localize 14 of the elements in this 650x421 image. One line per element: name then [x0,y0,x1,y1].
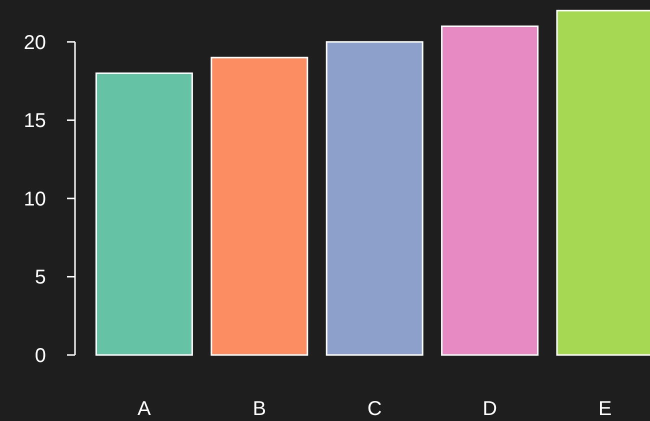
y-tick-label: 0 [34,345,46,367]
y-tick-label: 10 [24,188,46,210]
y-tick-label: 5 [34,266,46,289]
x-tick-label: B [252,398,266,420]
bar [441,26,539,356]
bar [95,72,193,356]
bar [210,56,308,356]
y-tick-label: 15 [24,110,46,132]
bar [326,41,424,356]
x-tick-label: E [598,398,612,420]
x-tick-label: C [367,398,382,420]
x-tick-label: D [482,398,498,420]
y-tick-label: 20 [24,32,46,54]
x-tick-label: A [138,398,152,420]
